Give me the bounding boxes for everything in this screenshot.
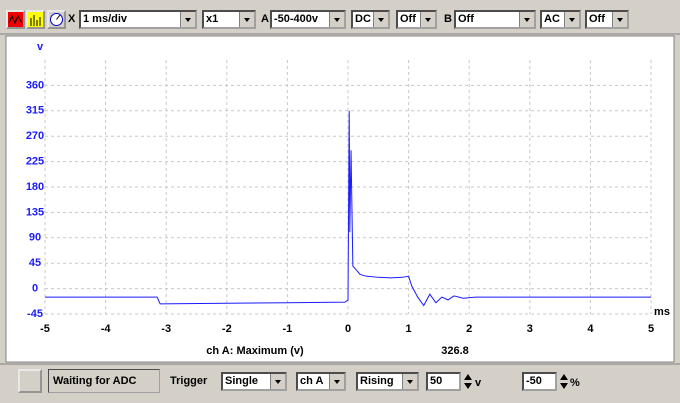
x-tick-label: 4: [587, 323, 594, 335]
y-tick-label: 90: [29, 232, 41, 244]
meter-icon[interactable]: [47, 10, 66, 29]
dropdown-text: Single: [225, 375, 259, 387]
channel-b-range[interactable]: Off: [454, 10, 536, 29]
x-tick-label: 1: [406, 323, 412, 335]
dropdown-arrow[interactable]: [180, 12, 195, 27]
scope-wave: [8, 14, 23, 25]
channel-b-coupling[interactable]: AC: [540, 10, 581, 29]
scope-icon[interactable]: [6, 10, 25, 29]
level-spinner[interactable]: [463, 372, 472, 391]
dropdown-text: -50-400v: [274, 13, 319, 25]
dropdown-text: 1 ms/div: [83, 13, 128, 25]
dropdown-arrow[interactable]: [612, 12, 627, 27]
y-tick-label: 270: [26, 130, 44, 142]
trigger-delay[interactable]: -50: [522, 372, 557, 391]
status-message: Waiting for ADC: [48, 369, 160, 393]
dropdown-text: Off: [400, 13, 416, 25]
y-tick-label: 0: [32, 283, 38, 295]
dropdown-text: x1: [206, 13, 219, 25]
trigger-channel[interactable]: ch A: [296, 372, 346, 391]
dropdown-arrow[interactable]: [420, 12, 435, 27]
trigger-mode[interactable]: Single: [221, 372, 287, 391]
dropdown-arrow[interactable]: [329, 12, 344, 27]
channel-a-label: A: [261, 13, 269, 25]
dropdown-arrow[interactable]: [270, 374, 285, 389]
plot-background: [5, 35, 675, 363]
input-text: -50: [526, 375, 542, 387]
y-tick-label: 360: [26, 79, 44, 91]
dropdown-arrow[interactable]: [373, 12, 388, 27]
x-tick-label: -1: [283, 323, 293, 335]
start-button[interactable]: [18, 369, 42, 393]
dropdown-arrow[interactable]: [239, 12, 254, 27]
dropdown-arrow[interactable]: [519, 12, 534, 27]
delay-unit: %: [570, 377, 580, 389]
trigger-level[interactable]: 50: [426, 372, 461, 391]
zoom-dropdown[interactable]: x1: [202, 10, 256, 29]
x-tick-label: 2: [466, 323, 472, 335]
trigger-label: Trigger: [170, 375, 208, 387]
channel-a-coupling[interactable]: DC: [351, 10, 390, 29]
meter-needle: [56, 14, 61, 20]
spectrum-glyph: [28, 12, 43, 27]
channel-a-range[interactable]: -50-400v: [270, 10, 346, 29]
channel-a-option[interactable]: Off: [396, 10, 437, 29]
dropdown-arrow[interactable]: [564, 12, 579, 27]
y-axis-label: v: [37, 41, 44, 53]
dropdown-text: Off: [458, 13, 474, 25]
trigger-edge[interactable]: Rising: [356, 372, 419, 391]
x-tick-label: 5: [648, 323, 654, 335]
meter-glyph: [50, 13, 63, 26]
dropdown-text: ch A: [300, 375, 324, 387]
scope-glyph: [8, 12, 23, 27]
waveform: [45, 110, 651, 307]
x-axis-label: ms: [654, 306, 670, 318]
dropdown-text: Off: [589, 13, 605, 25]
dropdown-arrow[interactable]: [402, 374, 417, 389]
channel-b-option[interactable]: Off: [585, 10, 629, 29]
x-tick-label: -5: [40, 323, 50, 335]
y-tick-label: -45: [27, 308, 43, 320]
measurement-value: 326.8: [441, 345, 469, 357]
spectrum-icon[interactable]: [26, 10, 45, 29]
y-tick-label: 315: [26, 105, 44, 117]
spectrum-fill: [28, 12, 43, 27]
spectrum-bars: [30, 15, 41, 26]
measurement-label: ch A: Maximum (v): [206, 345, 304, 357]
dropdown-arrow[interactable]: [329, 374, 344, 389]
x-tick-label: 0: [345, 323, 351, 335]
dropdown-text: AC: [544, 13, 560, 25]
input-text: 50: [430, 375, 443, 387]
level-unit: v: [475, 377, 482, 389]
dropdown-text: Rising: [360, 375, 394, 387]
y-tick-label: 45: [29, 257, 41, 269]
x-label: X: [68, 13, 76, 25]
y-tick-label: 225: [26, 156, 44, 168]
dropdown-text: DC: [355, 13, 371, 25]
x-tick-label: -2: [222, 323, 232, 335]
y-tick-label: 180: [26, 181, 44, 193]
timebase-dropdown[interactable]: 1 ms/div: [79, 10, 197, 29]
channel-b-label: B: [444, 13, 452, 25]
delay-spinner[interactable]: [559, 372, 568, 391]
y-tick-label: 135: [26, 206, 44, 218]
x-tick-label: 3: [527, 323, 533, 335]
x-tick-label: -4: [101, 323, 112, 335]
x-tick-label: -3: [161, 323, 171, 335]
